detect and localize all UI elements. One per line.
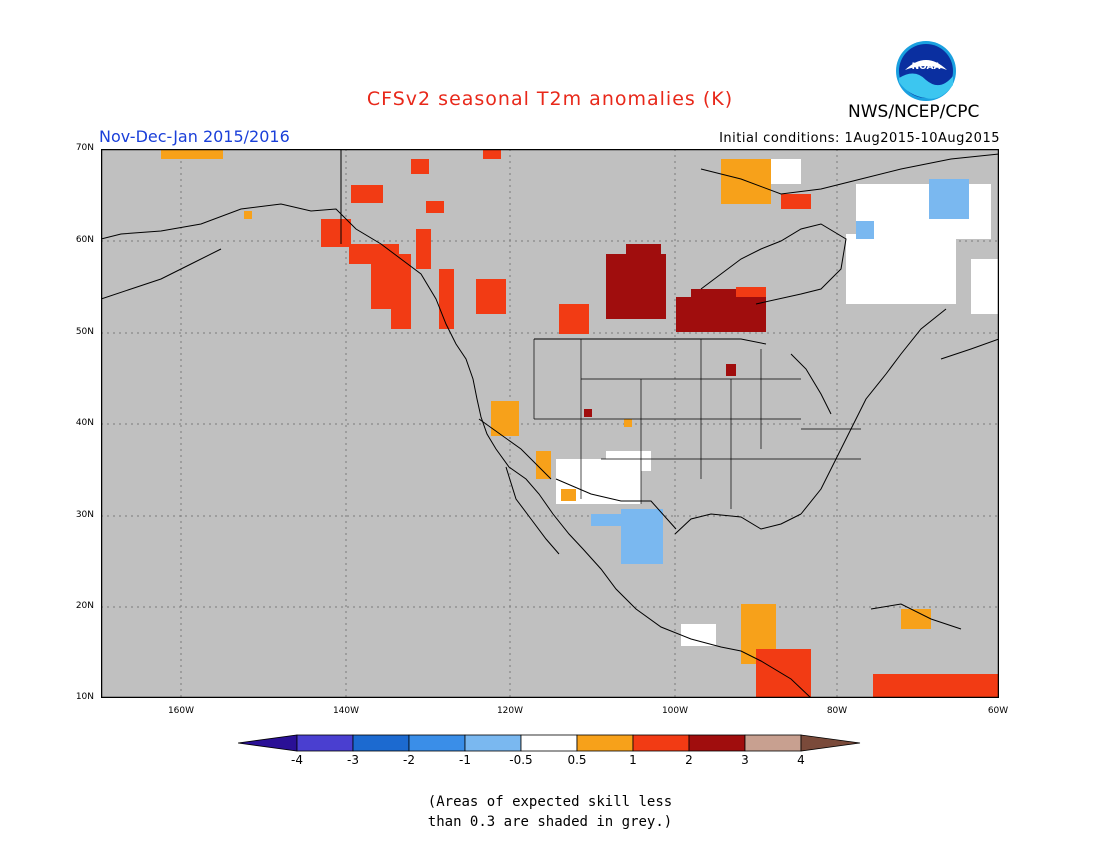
lon-label-120w: 120W [496,706,524,716]
colorbar-bin [520,734,578,752]
lat-label-10n: 10N [75,692,94,702]
colorbar-bin [408,734,466,752]
skill-note-line2: than 0.3 are shaded in grey.) [427,814,673,830]
colorbar [238,734,861,752]
colorbar-bin [296,734,354,752]
lon-label-160w: 160W [167,706,195,716]
colorbar-high-arrow [800,734,861,752]
colorbar-label: 4 [797,753,805,767]
lon-label-140w: 140W [332,706,360,716]
skill-note-line1: (Areas of expected skill less [427,794,673,810]
coastlines-and-borders [101,149,999,698]
anomaly-1-2-areas [321,149,999,698]
colorbar-label: -4 [291,753,303,767]
negative-anomaly-areas [591,179,969,564]
anomaly-map [101,149,999,698]
colorbar-bin [632,734,690,752]
forecast-period: Nov-Dec-Jan 2015/2016 [99,127,290,146]
colorbar-label: 2 [685,753,693,767]
lon-label-80w: 80W [826,706,848,716]
svg-text:NOAA: NOAA [912,62,941,72]
colorbar-label: -3 [347,753,359,767]
colorbar-label: -0.5 [509,753,533,767]
colorbar-bin [576,734,634,752]
colorbar-bin [464,734,522,752]
state-borders [533,339,861,509]
colorbar-bin [688,734,746,752]
lat-label-70n: 70N [75,143,94,153]
lat-label-20n: 20N [75,601,94,611]
chart-title: CFSv2 seasonal T2m anomalies (K) [366,88,734,110]
colorbar-label: 3 [741,753,749,767]
lat-label-40n: 40N [75,418,94,428]
agency-label: NWS/NCEP/CPC [848,102,980,122]
noaa-logo: NOAA [895,40,957,102]
lon-label-60w: 60W [987,706,1009,716]
map-frame [101,149,999,698]
colorbar-bin [744,734,802,752]
lat-label-30n: 30N [75,510,94,520]
colorbar-bin [352,734,410,752]
lat-label-60n: 60N [75,235,94,245]
lon-label-100w: 100W [661,706,689,716]
colorbar-label: 1 [629,753,637,767]
colorbar-label: -2 [403,753,415,767]
colorbar-label: 0.5 [567,753,587,767]
skill-note: (Areas of expected skill less than 0.3 a… [0,792,1100,832]
initial-conditions: Initial conditions: 1Aug2015-10Aug2015 [719,131,1000,146]
colorbar-label: -1 [459,753,471,767]
colorbar-low-arrow [238,734,298,752]
lat-label-50n: 50N [75,327,94,337]
anomaly-2-3-areas [584,244,766,417]
near-normal-areas [556,159,999,646]
